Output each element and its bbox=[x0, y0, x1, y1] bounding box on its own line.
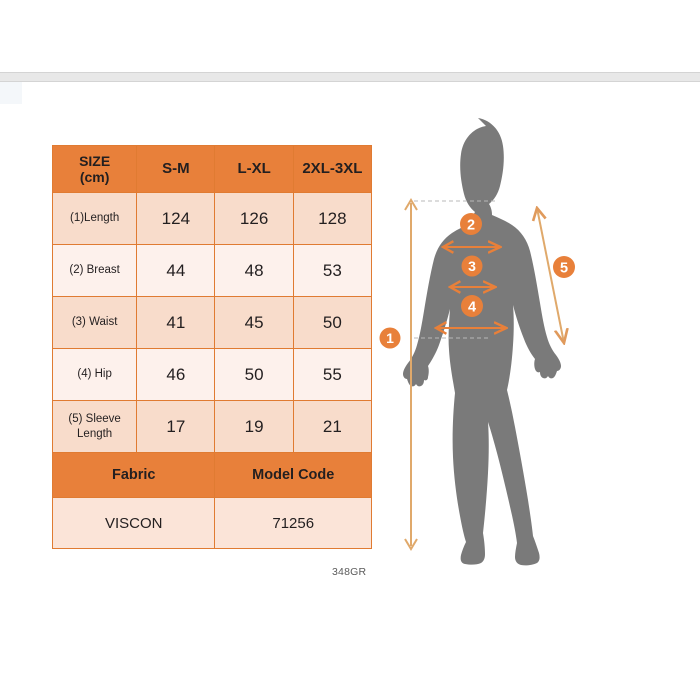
cell-breast-2xl3xl: 53 bbox=[292, 244, 373, 297]
cell-length-lxl: 126 bbox=[214, 192, 294, 245]
badge-2-circle bbox=[460, 213, 482, 235]
banner-band bbox=[0, 73, 700, 81]
sleeve-arrow bbox=[537, 208, 564, 343]
size-chart-table: SIZE (cm) S-M L-XL 2XL-3XL (1)Length 124… bbox=[51, 145, 373, 549]
header-size-line2: (cm) bbox=[79, 169, 110, 185]
badge-5-circle bbox=[553, 256, 575, 278]
badge-4-label: 4 bbox=[468, 300, 476, 316]
measurement-diagram: 1 2 3 4 bbox=[378, 100, 678, 600]
footer-value-model-code: 71256 bbox=[214, 497, 372, 549]
row-label-waist: (3) Waist bbox=[51, 296, 138, 349]
badge-5-label: 5 bbox=[560, 261, 568, 277]
row-label-breast: (2) Breast bbox=[51, 244, 138, 297]
table-footer-value-row: VISCON 71256 bbox=[51, 497, 372, 549]
cell-breast-sm: 44 bbox=[136, 244, 216, 297]
sleeve-measure-group: 5 bbox=[537, 208, 575, 343]
table-footer-header-row: Fabric Model Code bbox=[51, 452, 372, 498]
badge-3-label: 3 bbox=[468, 258, 476, 274]
row-label-sleeve-line2: Length bbox=[77, 427, 113, 440]
cell-sleeve-sm: 17 bbox=[136, 400, 216, 453]
length-arrow-head-top bbox=[404, 198, 418, 211]
cell-hip-sm: 46 bbox=[136, 348, 216, 401]
table-row-sleeve-length: (5) Sleeve Length 17 19 21 bbox=[51, 400, 373, 453]
banner-bottom-divider bbox=[0, 81, 700, 82]
cell-hip-lxl: 50 bbox=[214, 348, 294, 401]
cell-length-2xl3xl: 128 bbox=[292, 192, 373, 245]
length-measure-group: 1 bbox=[379, 198, 496, 551]
cell-waist-2xl3xl: 50 bbox=[292, 296, 373, 349]
waist-measure-group: 3 bbox=[450, 255, 495, 288]
row-label-sleeve-line1: (5) Sleeve bbox=[68, 413, 121, 426]
footer-header-model-code: Model Code bbox=[214, 452, 372, 498]
badge-1-label: 1 bbox=[386, 330, 394, 346]
breast-measure-group: 2 bbox=[443, 213, 500, 247]
table-header-row: SIZE (cm) S-M L-XL 2XL-3XL bbox=[51, 145, 373, 193]
corner-chip bbox=[0, 82, 22, 104]
cell-breast-lxl: 48 bbox=[214, 244, 294, 297]
cell-waist-lxl: 45 bbox=[214, 296, 294, 349]
female-silhouette-icon bbox=[403, 118, 561, 566]
header-col-lxl: L-XL bbox=[214, 145, 294, 193]
header-size-unit: SIZE (cm) bbox=[51, 145, 138, 193]
banner-top-divider bbox=[0, 72, 700, 73]
header-col-2xl3xl: 2XL-3XL bbox=[292, 145, 373, 193]
cell-length-sm: 124 bbox=[136, 192, 216, 245]
footer-header-fabric: Fabric bbox=[51, 452, 216, 498]
header-size-line1: SIZE bbox=[79, 152, 111, 169]
length-arrow-head-bottom bbox=[404, 538, 418, 551]
row-label-sleeve-length: (5) Sleeve Length bbox=[51, 400, 138, 453]
cell-sleeve-2xl3xl: 21 bbox=[292, 400, 373, 453]
footer-value-fabric: VISCON bbox=[51, 497, 216, 549]
row-label-hip: (4) Hip bbox=[51, 348, 138, 401]
table-row-waist: (3) Waist 41 45 50 bbox=[51, 296, 373, 349]
header-col-sm: S-M bbox=[136, 145, 216, 193]
table-row-length: (1)Length 124 126 128 bbox=[51, 192, 373, 245]
cell-hip-2xl3xl: 55 bbox=[292, 348, 373, 401]
badge-2-label: 2 bbox=[467, 218, 475, 234]
badge-1-circle bbox=[379, 327, 401, 349]
table-row-breast: (2) Breast 44 48 53 bbox=[51, 244, 373, 297]
hip-measure-group: 4 bbox=[436, 295, 506, 328]
badge-3-circle bbox=[461, 255, 483, 277]
table-row-hip: (4) Hip 46 50 55 bbox=[51, 348, 373, 401]
cell-waist-sm: 41 bbox=[136, 296, 216, 349]
cell-sleeve-lxl: 19 bbox=[214, 400, 294, 453]
model-tag-label: 348GR bbox=[332, 566, 367, 578]
badge-4-circle bbox=[461, 295, 483, 317]
row-label-length: (1)Length bbox=[51, 192, 138, 245]
